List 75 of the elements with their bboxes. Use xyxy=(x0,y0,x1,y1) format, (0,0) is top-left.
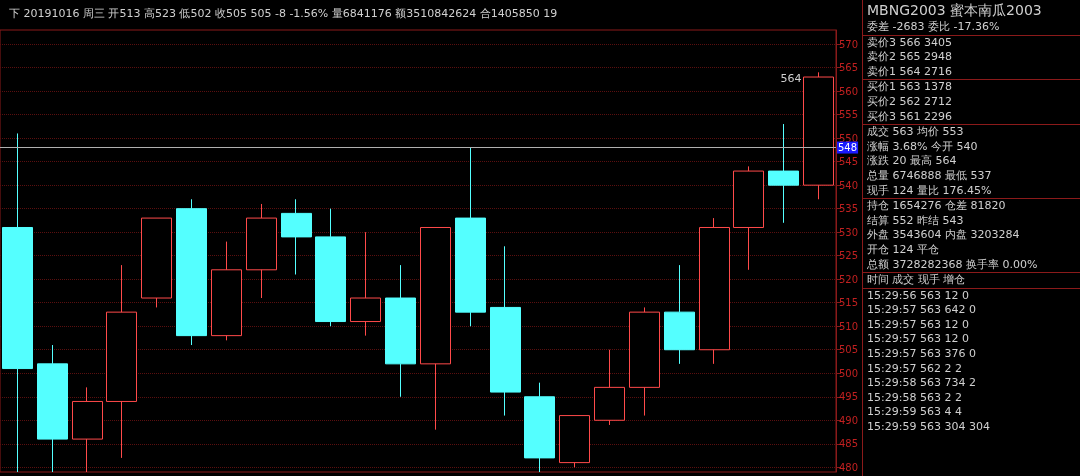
text: 开仓 124 平仓 xyxy=(866,242,940,258)
y-tick-label: 525 xyxy=(839,250,859,262)
candlestick xyxy=(106,264,137,459)
text: 持仓 1654276 仓差 81820 xyxy=(863,198,1080,214)
y-tick-label: 515 xyxy=(839,297,859,309)
text: 时间 成交 现手 增仓 xyxy=(863,272,1080,288)
text: 15:29:58 563 734 2 xyxy=(866,376,977,391)
text: 买价2 562 2712 xyxy=(866,94,953,110)
text: 成交 563 均价 553 xyxy=(863,124,1080,140)
text: 15:29:58 563 2 2 xyxy=(866,390,963,406)
text: 15:29:57 562 2 2 xyxy=(866,361,963,377)
text: 15:29:57 563 12 0 xyxy=(866,317,970,333)
candlestick xyxy=(699,217,730,365)
y-tick-label: 540 xyxy=(839,179,859,191)
y-tick-label: 545 xyxy=(839,156,859,168)
candlestick xyxy=(2,132,33,473)
candlestick xyxy=(455,147,486,327)
y-tick-label: 495 xyxy=(839,391,859,403)
y-tick-label: 480 xyxy=(839,461,859,473)
candlestick xyxy=(733,165,764,271)
candlestick xyxy=(768,123,799,224)
y-tick-label: 520 xyxy=(839,273,859,285)
text: 15:29:57 563 376 0 xyxy=(866,347,977,362)
candlestick xyxy=(246,203,277,299)
y-tick-label: 560 xyxy=(839,85,859,97)
text: 涨跌 20 最高 564 xyxy=(866,154,958,169)
candlestick xyxy=(385,264,416,398)
candlestick xyxy=(420,226,451,431)
candlestick xyxy=(559,415,590,468)
y-tick-label: 490 xyxy=(839,414,859,426)
y-tick-label: 535 xyxy=(839,203,859,215)
y-tick-label: 530 xyxy=(839,226,859,238)
text: 结算 552 昨结 543 xyxy=(866,213,965,229)
candlestick xyxy=(629,306,660,417)
text: 卖价1 564 2716 xyxy=(866,64,953,80)
text: 15:29:57 563 12 0 xyxy=(866,332,970,348)
text: 现手 124 量比 176.45% xyxy=(866,183,993,199)
text: 15:29:56 563 12 0 xyxy=(863,287,1080,304)
text: 卖价2 565 2948 xyxy=(866,50,953,65)
ref-line-label: 548 xyxy=(838,142,858,154)
candlestick xyxy=(141,217,172,308)
candlestick xyxy=(37,344,68,473)
y-tick-label: 570 xyxy=(839,38,859,50)
text: 15:29:59 563 4 4 xyxy=(866,405,963,421)
y-tick-label: 565 xyxy=(839,62,859,74)
candlestick xyxy=(664,264,695,365)
y-tick-label: 510 xyxy=(839,320,859,332)
candlestick xyxy=(72,386,103,473)
text: 买价3 561 2296 xyxy=(866,109,953,125)
text: 委差 -2683 委比 -17.36% xyxy=(866,20,1001,35)
text: 15:29:57 563 642 0 xyxy=(866,303,977,318)
text: 15:29:59 563 304 304 xyxy=(866,420,991,435)
text: 涨幅 3.68% 今开 540 xyxy=(866,139,979,155)
candlestick xyxy=(524,382,555,473)
text: 买价1 563 1378 xyxy=(863,79,1080,95)
y-tick-label: 505 xyxy=(839,344,859,356)
y-tick-label: 550 xyxy=(839,132,859,144)
y-tick-label: 500 xyxy=(839,367,859,379)
chart-title: 下 20191016 周三 开513 高523 低502 收505 505 -8 -1.56% 量6841176 额3510842624 合1405850 19 xyxy=(9,7,558,20)
candlestick xyxy=(315,208,346,327)
candlestick xyxy=(350,231,381,337)
text: 总额 3728282368 换手率 0.00% xyxy=(866,257,1039,273)
y-tick-label: 485 xyxy=(839,438,859,450)
candlestick xyxy=(176,198,207,346)
candlestick xyxy=(211,241,242,341)
y-tick-label: 555 xyxy=(839,109,859,121)
text: MBNG2003 蜜本南瓜2003 xyxy=(866,1,1043,20)
annotation: 564 xyxy=(780,71,802,85)
candlestick xyxy=(490,245,521,417)
text: 外盘 3543604 内盘 3203284 xyxy=(866,228,1021,243)
text: 总量 6746888 最低 537 xyxy=(866,168,993,184)
candlestick xyxy=(281,198,312,276)
text: 卖价3 566 3405 xyxy=(863,34,1080,51)
candlestick xyxy=(594,349,625,426)
candlestick xyxy=(803,71,834,200)
